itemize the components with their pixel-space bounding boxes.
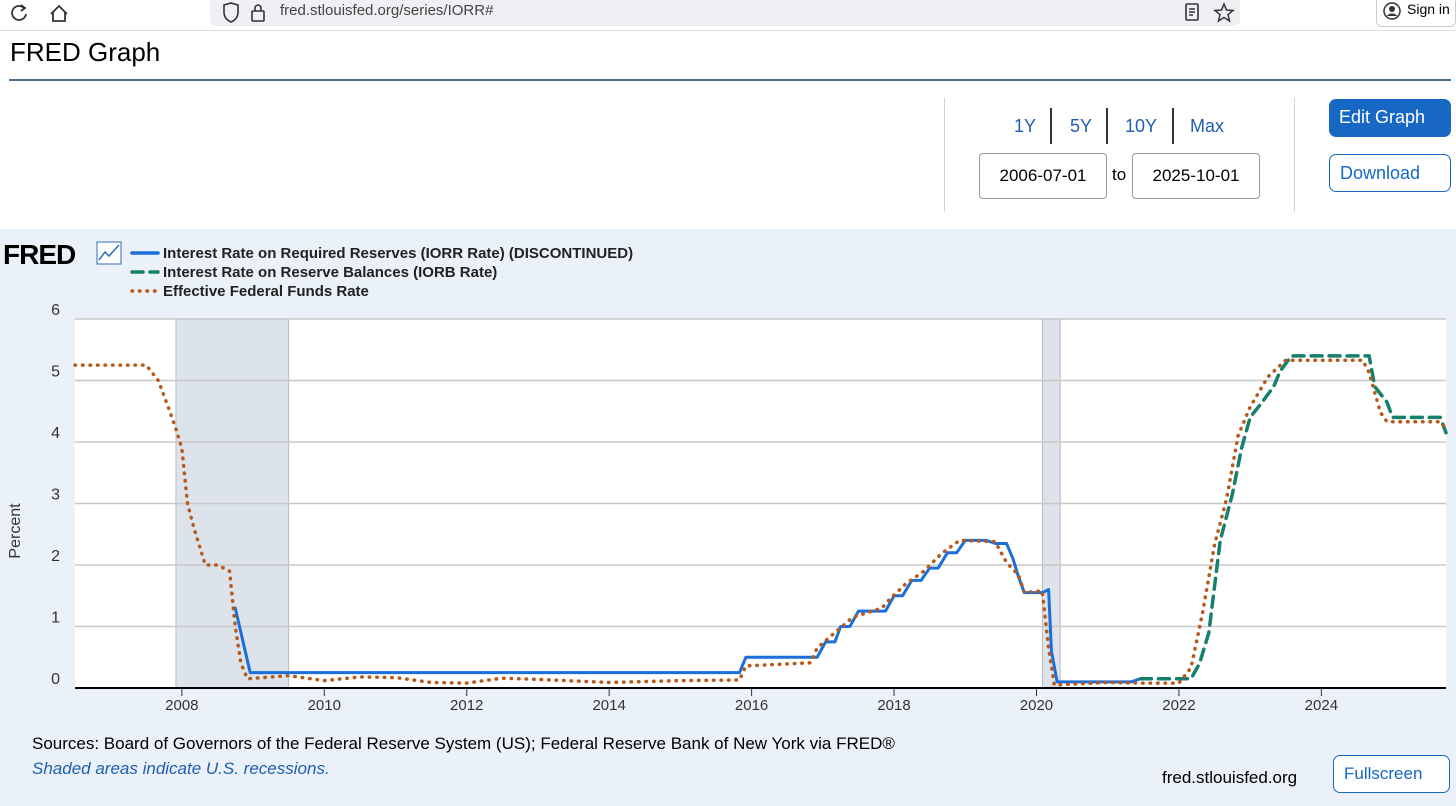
x-tick-label: 2008 [165,697,198,714]
legend-label: Interest Rate on Reserve Balances (IORB … [163,264,497,281]
recession-note[interactable]: Shaded areas indicate U.S. recessions. [32,759,330,778]
range-separator [1106,108,1108,144]
x-tick-label: 2012 [450,697,483,714]
x-tick-label: 2018 [877,697,910,714]
browser-toolbar: fred.stlouisfed.org/series/IORR# Sign in [0,0,1456,31]
y-tick-label: 4 [51,425,60,442]
x-tick-label: 2016 [735,697,768,714]
y-tick-label: 1 [51,610,60,627]
page-title: FRED Graph [10,37,161,67]
x-tick-label: 2020 [1020,697,1053,714]
date-to: to [1112,165,1127,184]
start-date-input[interactable]: 2006-07-01 [979,153,1107,199]
range-button[interactable]: 1Y [1014,116,1037,136]
x-tick-label: 2014 [592,697,625,714]
logo-icon-line [98,244,120,261]
y-tick-label: 2 [51,548,60,565]
x-tick-label: 2010 [308,697,341,714]
site-name: fred.stlouisfed.org [1162,768,1298,787]
legend-label: Interest Rate on Required Reserves (IORR… [163,245,633,262]
range-separator [1050,108,1052,144]
y-tick-label: 6 [51,302,60,319]
range-separator [1172,108,1174,144]
separator [944,98,945,212]
fred-logo: FRED [3,239,76,270]
y-tick-label: 0 [51,671,60,688]
sign-in-button[interactable]: Sign in [1376,0,1456,27]
y-axis-label: Percent [7,503,24,559]
fullscreen-text: Fullscreen [1344,764,1423,783]
separator [1294,98,1295,212]
range-button[interactable]: 10Y [1125,116,1158,136]
title-rule [9,79,1451,81]
download-text: Download [1340,163,1421,183]
series-line [1138,354,1448,681]
fullscreen-button[interactable]: Fullscreen [1333,755,1450,793]
x-tick-label: 2022 [1162,697,1195,714]
address-bar[interactable] [210,0,1240,26]
end-date-input[interactable]: 2025-10-01 [1132,153,1260,199]
range-button[interactable]: Max [1190,116,1225,136]
sources: Sources: Board of Governors of the Feder… [32,734,895,753]
nav-icons[interactable] [8,2,68,24]
y-tick-label: 3 [51,487,60,504]
download-button[interactable]: Download [1329,154,1451,192]
account-icon [1383,2,1401,20]
series-line [73,358,1448,687]
edit-graph-text: Edit Graph [1339,107,1426,127]
url-text: fred.stlouisfed.org/series/IORR# [280,2,494,19]
page-icons[interactable] [1183,2,1235,24]
edit-graph-button[interactable]: Edit Graph [1329,99,1451,137]
x-tick-label: 2024 [1305,697,1338,714]
legend-label: Effective Federal Funds Rate [163,283,369,300]
chart: FRED Percent 0 1 2 3 4 5 6 2008 2010 2012 2014 2016… [3,239,1448,714]
range-button[interactable]: 5Y [1070,116,1093,136]
logo-icon [96,241,122,265]
y-tick-label: 5 [51,364,60,381]
security-icons [223,2,265,23]
sign-in-text: Sign in [1407,1,1450,17]
